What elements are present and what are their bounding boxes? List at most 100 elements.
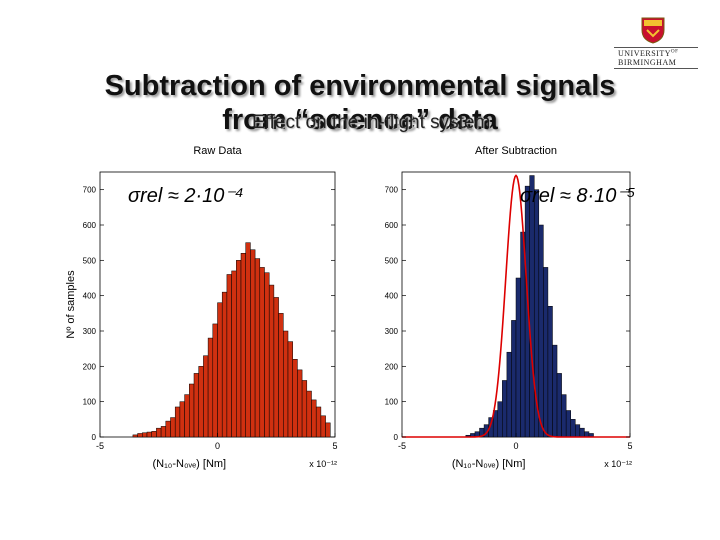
raw-bar	[193, 373, 199, 438]
raw-x-axis-label: (N₁₀-N₀ᵥₑ) [Nm]	[152, 458, 226, 470]
subtracted-bar	[561, 394, 567, 438]
raw-bar	[311, 399, 317, 438]
raw-bar	[226, 274, 232, 438]
raw-bar	[184, 394, 190, 438]
logo-line2: BIRMINGHAM	[618, 58, 677, 67]
raw-x-tick-label: -5	[96, 441, 104, 451]
raw-bar	[174, 406, 181, 438]
raw-x-multiplier: x 10⁻¹²	[309, 459, 337, 469]
raw-bar	[207, 337, 214, 438]
subtracted-gaussian-fit-line	[402, 174, 630, 438]
raw-bar	[301, 380, 308, 438]
raw-bar	[268, 284, 275, 438]
raw-bar	[203, 355, 209, 438]
subtracted-bar	[570, 419, 576, 438]
slide-title-line2: from “science” data	[222, 104, 498, 136]
subtracted-y-tick-label: 600	[385, 221, 399, 230]
subtracted-x-tick-label: 5	[627, 441, 632, 451]
raw-y-tick-label: 200	[83, 362, 97, 371]
subtracted-y-tick-label: 0	[394, 433, 399, 442]
subtracted-bar	[547, 306, 553, 438]
subtracted-y-tick-label: 100	[385, 398, 399, 407]
raw-y-tick-label: 600	[83, 221, 97, 230]
raw-y-tick-label: 500	[83, 256, 97, 265]
raw-bar	[320, 415, 326, 438]
raw-y-tick-label: 700	[83, 186, 97, 195]
raw-bar	[212, 323, 218, 438]
raw-y-tick-label: 100	[83, 398, 97, 407]
subtracted-bar	[502, 380, 508, 438]
raw-bar	[306, 390, 312, 438]
raw-bar	[231, 270, 237, 438]
raw-bar	[132, 434, 138, 438]
raw-bar	[165, 420, 171, 438]
subtracted-bar	[543, 267, 549, 438]
raw-bar	[245, 242, 251, 438]
raw-x-tick-label: 5	[332, 441, 337, 451]
raw-bar	[259, 267, 265, 438]
raw-bar	[217, 302, 223, 438]
raw-bar	[151, 431, 157, 438]
raw-bar	[236, 260, 242, 438]
raw-y-tick-label: 400	[83, 292, 97, 301]
raw-bar	[198, 366, 204, 438]
raw-x-tick-label: 0	[215, 441, 220, 451]
subtracted-bar	[515, 277, 521, 438]
raw-bar	[292, 359, 298, 438]
raw-bar	[221, 291, 228, 438]
raw-bar	[170, 417, 176, 438]
after-subtraction-histogram: After Subtraction 0 100 200 300 400 500 600 700 -…	[385, 145, 636, 470]
raw-bar	[297, 369, 303, 438]
subtracted-x-tick-label: -5	[398, 441, 406, 451]
raw-y-tick-label: 300	[83, 327, 97, 336]
subtracted-bar	[538, 224, 544, 438]
subtracted-y-tick-label: 700	[385, 186, 399, 195]
raw-bar	[264, 272, 270, 438]
subtracted-x-axis-label: (N₁₀-N₀ᵥₑ) [Nm]	[452, 458, 526, 470]
subtracted-y-tick-label: 400	[385, 292, 399, 301]
subtracted-chart-title: After Subtraction	[475, 145, 557, 157]
subtracted-x-multiplier: x 10⁻¹²	[604, 459, 632, 469]
raw-y-axis-label: Nº of samples	[65, 270, 77, 339]
raw-bar	[156, 427, 162, 438]
slide-title-line1: Subtraction of environmental signals	[104, 70, 616, 102]
raw-bar	[189, 383, 195, 438]
subtracted-sigma-annotation: σrel ≈ 8·10⁻⁵	[520, 185, 635, 207]
subtracted-y-tick-label: 200	[385, 362, 399, 371]
raw-bar	[137, 433, 143, 438]
raw-bar	[146, 431, 152, 438]
overlay-title: Effect on the in-flight system	[252, 112, 491, 133]
subtracted-bar	[579, 427, 585, 438]
subtracted-x-tick-label: 0	[513, 441, 518, 451]
logo-rule-top	[614, 47, 698, 48]
raw-bar	[315, 406, 322, 438]
subtracted-bar	[511, 320, 517, 438]
subtracted-y-tick-label: 500	[385, 256, 399, 265]
raw-bar	[254, 258, 261, 438]
subtracted-bar	[556, 373, 562, 438]
subtracted-bar	[552, 344, 558, 438]
logo-line1: UNIVERSITYOF	[618, 49, 679, 58]
raw-bar	[142, 432, 148, 438]
university-logo: UNIVERSITYOF BIRMINGHAM	[614, 16, 698, 69]
logo-rule-bottom	[614, 68, 698, 69]
subtracted-bar	[506, 351, 512, 438]
raw-bar	[240, 253, 246, 438]
raw-bar	[160, 426, 167, 438]
raw-bar	[250, 249, 256, 438]
raw-sigma-annotation: σrel ≈ 2·10⁻⁴	[128, 185, 244, 207]
raw-chart-title: Raw Data	[193, 145, 242, 157]
subtracted-y-tick-label: 300	[385, 327, 399, 336]
subtracted-bar	[497, 401, 503, 438]
raw-bar	[278, 313, 284, 438]
subtracted-bar	[529, 175, 535, 438]
raw-bar	[287, 341, 293, 438]
subtracted-bar	[520, 231, 526, 438]
subtracted-bar	[565, 410, 571, 438]
raw-bar	[179, 401, 185, 438]
raw-bar	[273, 297, 279, 438]
crest-icon	[641, 17, 665, 44]
raw-bar	[325, 422, 331, 438]
subtracted-bar	[575, 424, 581, 438]
